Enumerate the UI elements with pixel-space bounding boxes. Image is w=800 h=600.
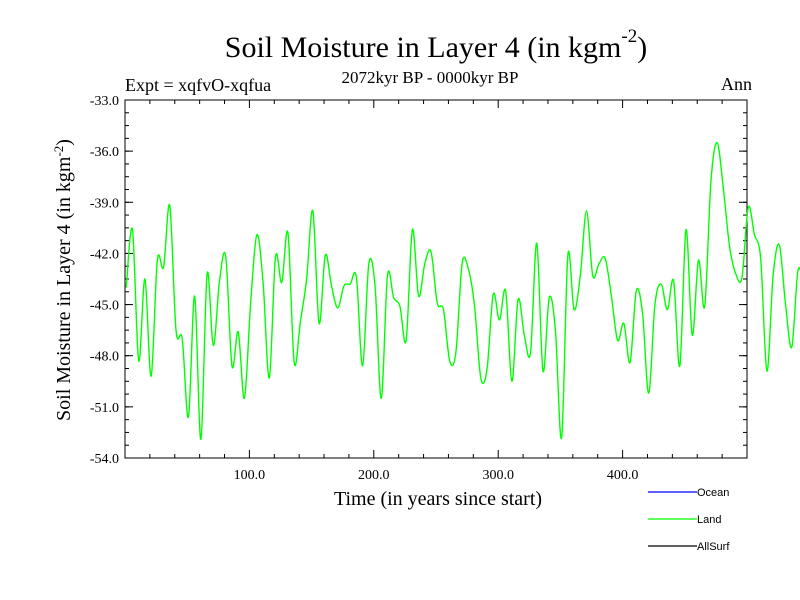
y-tick-label: -42.0 xyxy=(90,247,119,262)
series-layer xyxy=(125,141,800,440)
x-tick-label: 300.0 xyxy=(482,468,514,483)
series-line-land xyxy=(125,141,800,440)
x-tick-label: 100.0 xyxy=(234,468,266,483)
y-tick-label: -48.0 xyxy=(90,350,119,365)
x-axis-label: Time (in years since start) xyxy=(334,488,542,510)
y-axis: -33.0 -36.0 -39.0 -42.0 -45.0 -48.0 -51.0 -54.0 xyxy=(90,94,747,467)
y-axis-label-end: ) xyxy=(53,139,75,146)
x-axis: 100.0 200.0 300.0 400.0 xyxy=(149,100,723,483)
y-tick-label: -36.0 xyxy=(90,145,119,160)
legend-label-land: Land xyxy=(697,514,721,526)
y-tick-label: -51.0 xyxy=(90,401,119,416)
y-tick-label: -33.0 xyxy=(90,94,119,109)
chart-title-superscript: -2 xyxy=(621,26,638,47)
chart-title-text: Soil Moisture in Layer 4 (in kgm xyxy=(224,31,622,64)
y-tick-label: -54.0 xyxy=(90,452,119,467)
legend-label-ocean: Ocean xyxy=(697,487,729,499)
chart-title: Soil Moisture in Layer 4 (in kgm-2) xyxy=(0,26,800,65)
legend-label-allsurf: AllSurf xyxy=(697,541,730,553)
experiment-label: Expt = xqfvO-xqfua xyxy=(125,75,272,95)
x-tick-label: 200.0 xyxy=(358,468,390,483)
legend: Ocean Land AllSurf xyxy=(648,487,730,553)
y-tick-label: -45.0 xyxy=(90,299,119,314)
season-label: Ann xyxy=(721,74,752,94)
y-axis-label: Soil Moisture in Layer 4 (in kgm-2) xyxy=(51,139,75,421)
y-tick-label: -39.0 xyxy=(90,196,119,211)
x-tick-label: 400.0 xyxy=(607,468,639,483)
chart-subtitle: 2072kyr BP - 0000kyr BP xyxy=(341,68,519,87)
y-axis-label-text: Soil Moisture in Layer 4 (in kgm xyxy=(53,156,75,421)
plot-area-frame xyxy=(124,99,748,459)
chart-title-end: ) xyxy=(637,31,648,64)
y-axis-label-superscript: -2 xyxy=(51,146,66,157)
